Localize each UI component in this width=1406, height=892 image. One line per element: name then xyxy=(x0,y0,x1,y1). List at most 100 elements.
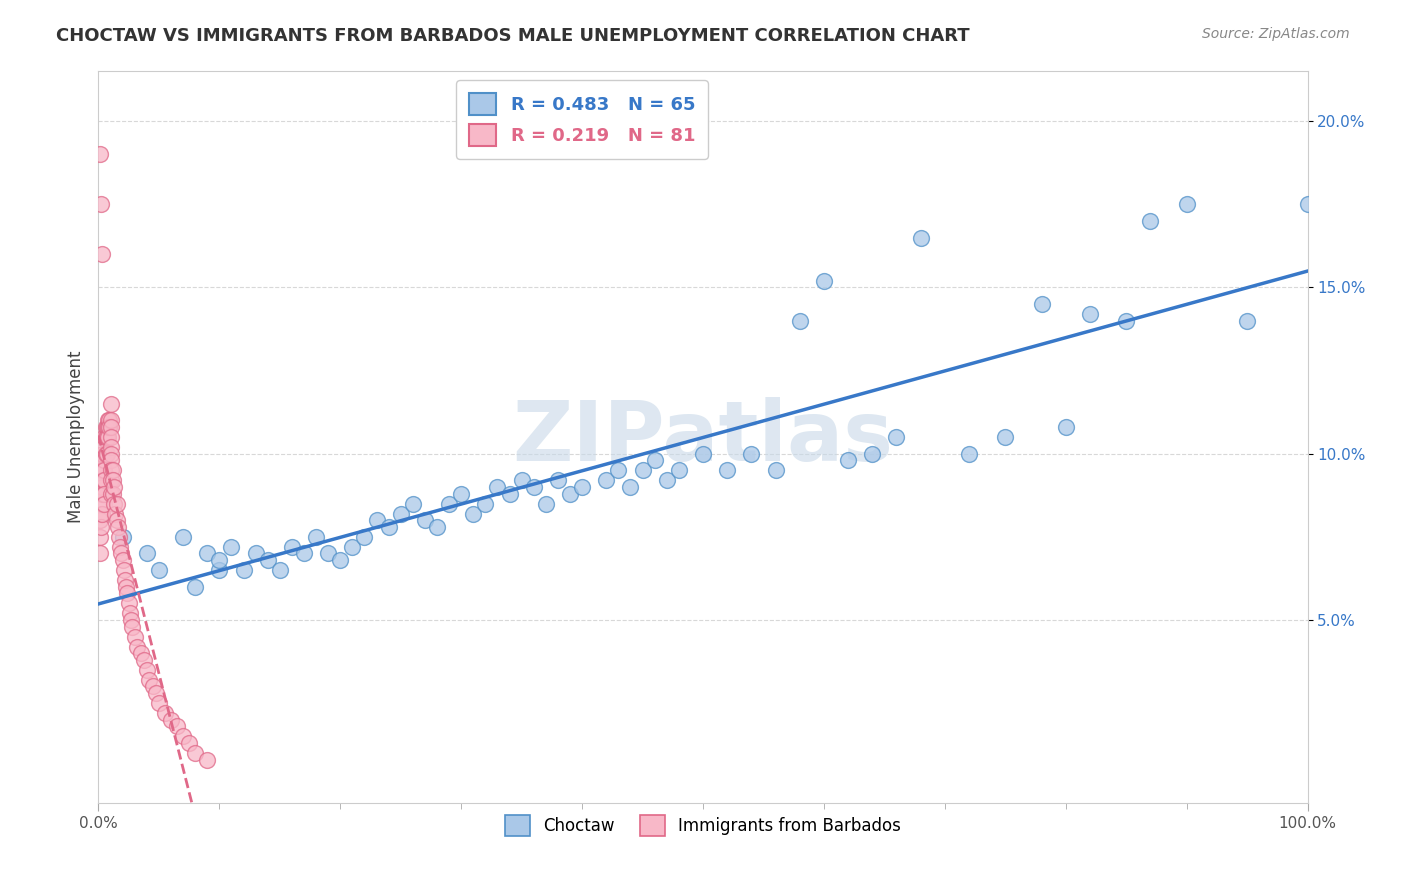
Point xyxy=(145,686,167,700)
Point xyxy=(437,497,460,511)
Point xyxy=(94,447,117,461)
Point xyxy=(558,486,581,500)
Point xyxy=(100,397,122,411)
Point xyxy=(329,553,352,567)
Point xyxy=(342,540,364,554)
Point xyxy=(269,563,291,577)
Point xyxy=(94,430,117,444)
Point xyxy=(90,507,112,521)
Point xyxy=(1078,307,1101,321)
Point xyxy=(120,613,142,627)
Point xyxy=(740,447,762,461)
Point xyxy=(534,497,557,511)
Point xyxy=(957,447,980,461)
Point xyxy=(98,420,121,434)
Point xyxy=(89,513,111,527)
Point xyxy=(91,507,114,521)
Point xyxy=(765,463,787,477)
Point xyxy=(498,486,520,500)
Point xyxy=(111,530,134,544)
Point xyxy=(97,413,120,427)
Point xyxy=(91,447,114,461)
Point xyxy=(316,546,339,560)
Point xyxy=(813,274,835,288)
Point xyxy=(108,530,131,544)
Point xyxy=(195,753,218,767)
Text: ZIPatlas: ZIPatlas xyxy=(513,397,893,477)
Point xyxy=(208,563,231,577)
Point xyxy=(91,497,114,511)
Point xyxy=(97,430,120,444)
Point xyxy=(1296,197,1319,211)
Point xyxy=(389,507,412,521)
Point xyxy=(305,530,328,544)
Point xyxy=(860,447,883,461)
Point xyxy=(1236,314,1258,328)
Point xyxy=(607,463,630,477)
Point xyxy=(366,513,388,527)
Legend: Choctaw, Immigrants from Barbados: Choctaw, Immigrants from Barbados xyxy=(495,805,911,846)
Point xyxy=(245,546,267,560)
Point xyxy=(100,473,122,487)
Y-axis label: Male Unemployment: Male Unemployment xyxy=(66,351,84,524)
Point xyxy=(101,486,124,500)
Point xyxy=(486,480,509,494)
Point xyxy=(1175,197,1198,211)
Point xyxy=(208,553,231,567)
Point xyxy=(100,413,122,427)
Point xyxy=(90,520,112,534)
Point xyxy=(111,553,134,567)
Point xyxy=(93,463,115,477)
Point xyxy=(134,653,156,667)
Point xyxy=(93,473,115,487)
Point xyxy=(377,520,399,534)
Point xyxy=(112,563,135,577)
Point xyxy=(232,563,254,577)
Point xyxy=(166,719,188,733)
Point xyxy=(93,486,115,500)
Point xyxy=(121,619,143,633)
Point xyxy=(107,520,129,534)
Point xyxy=(101,463,124,477)
Point xyxy=(292,546,315,560)
Point xyxy=(90,463,112,477)
Point xyxy=(91,473,114,487)
Point xyxy=(692,447,714,461)
Point xyxy=(184,580,207,594)
Point xyxy=(1054,420,1077,434)
Point xyxy=(96,430,118,444)
Point xyxy=(98,413,121,427)
Point xyxy=(129,646,152,660)
Point xyxy=(91,447,114,461)
Point xyxy=(1031,297,1053,311)
Point xyxy=(221,540,243,554)
Point xyxy=(160,713,183,727)
Point xyxy=(124,630,146,644)
Point xyxy=(117,586,139,600)
Point xyxy=(91,463,114,477)
Point xyxy=(90,486,112,500)
Point xyxy=(108,540,131,554)
Point xyxy=(142,680,165,694)
Point xyxy=(510,473,533,487)
Point xyxy=(96,420,118,434)
Point xyxy=(837,453,859,467)
Point xyxy=(172,729,194,743)
Point xyxy=(353,530,375,544)
Point xyxy=(91,247,114,261)
Point xyxy=(256,553,278,567)
Point xyxy=(97,420,120,434)
Point xyxy=(89,530,111,544)
Point xyxy=(100,430,122,444)
Point xyxy=(789,314,811,328)
Point xyxy=(595,473,617,487)
Point xyxy=(571,480,593,494)
Point xyxy=(93,497,115,511)
Point xyxy=(716,463,738,477)
Point xyxy=(148,563,170,577)
Point xyxy=(619,480,641,494)
Text: Source: ZipAtlas.com: Source: ZipAtlas.com xyxy=(1202,27,1350,41)
Point xyxy=(668,463,690,477)
Point xyxy=(135,663,157,677)
Point xyxy=(523,480,546,494)
